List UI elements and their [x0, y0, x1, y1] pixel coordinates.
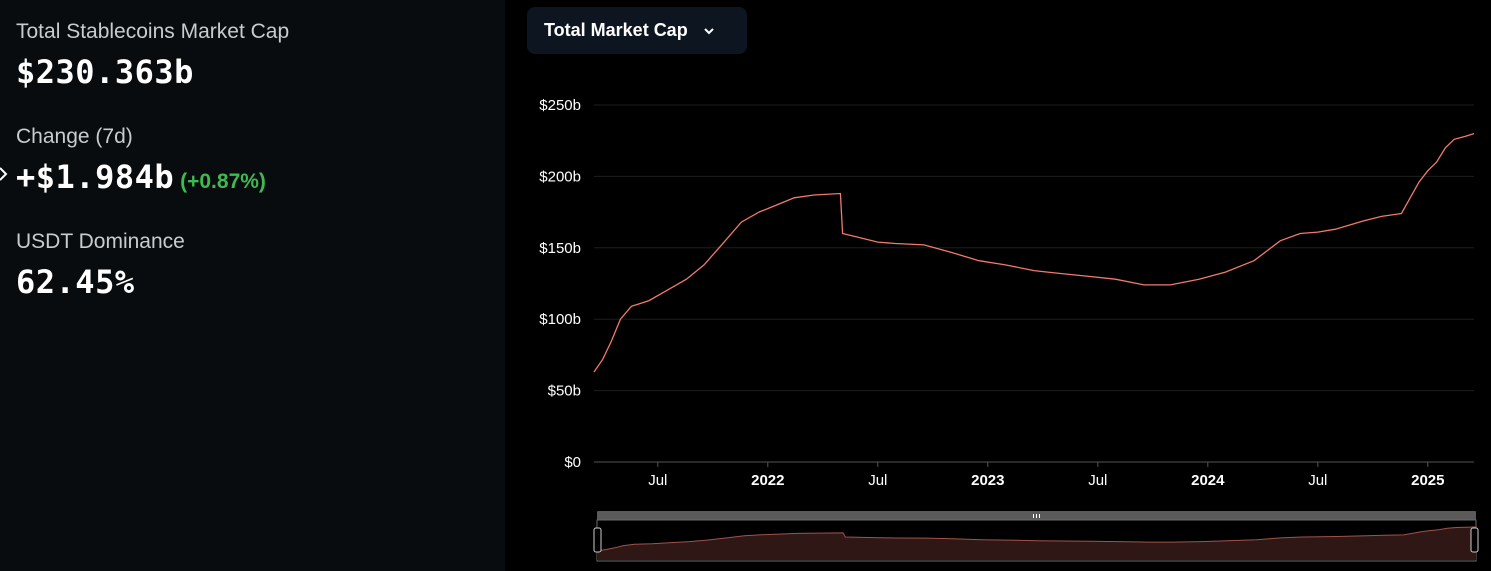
chart-gridlines — [594, 104, 1474, 463]
market-cap-label: Total Stablecoins Market Cap — [16, 20, 290, 43]
y-tick-label: $0 — [564, 454, 581, 471]
x-tick-label: 2023 — [971, 472, 1004, 489]
x-axis: Jul 2022 Jul 2023 Jul 2024 Jul 2025 — [648, 462, 1444, 489]
y-tick-label: $200b — [539, 168, 581, 185]
market-cap-value: $230.363b — [16, 53, 194, 91]
metric-dropdown-label: Total Market Cap — [544, 20, 688, 40]
chevron-right-icon[interactable] — [0, 164, 14, 184]
series-line — [593, 132, 1475, 373]
y-axis: $0 $50b $100b $150b $200b $250b — [539, 97, 581, 471]
stats-panel: Total Stablecoins Market Cap $230.363b C… — [0, 0, 505, 571]
metric-dropdown[interactable]: Total Market Cap — [527, 7, 747, 54]
range-slider-handle-right[interactable] — [1470, 527, 1479, 553]
x-tick-label: 2022 — [751, 472, 784, 489]
y-tick-label: $50b — [548, 383, 581, 400]
change-value: +$1.984b — [16, 158, 175, 196]
chevron-down-icon — [703, 27, 714, 34]
change-label: Change (7d) — [16, 125, 133, 148]
chart-panel — [505, 0, 1491, 571]
x-tick-label: Jul — [648, 472, 667, 489]
x-tick-label: Jul — [868, 472, 887, 489]
x-tick-label: 2024 — [1191, 472, 1225, 489]
x-tick-label: 2025 — [1411, 472, 1444, 489]
change-value-row: +$1.984b (+0.87%) — [16, 158, 266, 196]
range-slider-line — [596, 526, 1477, 552]
y-tick-label: $150b — [539, 240, 581, 257]
range-slider-grip-icon — [1033, 514, 1040, 518]
dominance-value: 62.45% — [16, 263, 135, 301]
x-tick-label: Jul — [1308, 472, 1327, 489]
x-tick-label: Jul — [1088, 472, 1107, 489]
range-slider[interactable] — [593, 511, 1479, 562]
dominance-label: USDT Dominance — [16, 230, 185, 253]
y-tick-label: $100b — [539, 311, 581, 328]
change-percent: (+0.87%) — [180, 170, 266, 193]
y-tick-label: $250b — [539, 97, 581, 114]
range-slider-handle-left[interactable] — [593, 527, 602, 553]
range-slider-area — [597, 526, 1476, 560]
